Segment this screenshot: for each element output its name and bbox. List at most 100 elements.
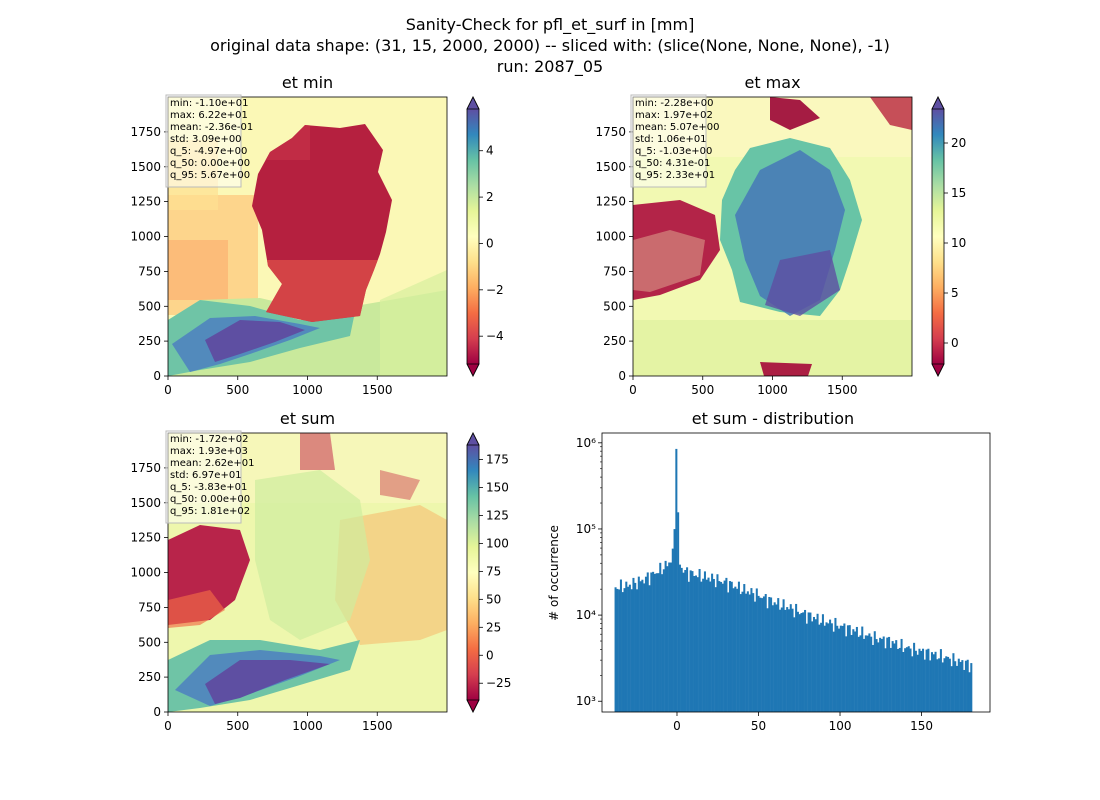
panel-title-et-sum: et sum (280, 409, 335, 428)
histogram-bar (829, 619, 832, 712)
stats-line: mean: 2.62e+01 (170, 458, 254, 469)
histogram-bar (796, 611, 799, 712)
colorbar-tick-label: −4 (486, 329, 504, 343)
histogram-bar (725, 577, 728, 712)
stats-line: q_50: 0.00e+00 (170, 158, 250, 169)
histogram-bar (802, 612, 805, 712)
histogram-bar (873, 631, 876, 712)
histogram-bar (838, 628, 841, 712)
histogram-bar (818, 624, 821, 712)
colorbar-extend-min (466, 363, 480, 377)
colorbar-tick-label: 25 (486, 620, 501, 634)
colorbar-gradient (467, 109, 479, 364)
y-tick-label: 250 (138, 334, 161, 348)
histogram-bar (805, 623, 808, 712)
histogram-bar (705, 579, 708, 712)
stats-line: q_5: -3.83e+01 (170, 482, 247, 493)
stats-line: std: 3.09e+00 (170, 134, 242, 145)
histogram-bar (773, 602, 776, 712)
histogram-bar (748, 594, 751, 712)
histogram-bar (857, 636, 860, 712)
colorbar-tick-label: 125 (486, 508, 509, 522)
histogram-bar (888, 636, 891, 712)
histogram-bar (632, 577, 635, 712)
histogram-bar (659, 562, 662, 712)
histogram-bar (711, 573, 714, 712)
histogram-bar (714, 587, 717, 712)
colorbar-tick-label: 75 (486, 564, 501, 578)
histogram-bar (907, 646, 910, 712)
histogram-bar (932, 654, 935, 712)
histogram-bar (875, 639, 878, 712)
y-tick-label: 0 (618, 369, 626, 383)
histogram-bar (644, 576, 647, 712)
stats-line: max: 6.22e+01 (170, 110, 248, 121)
histogram-bar (846, 625, 849, 712)
stats-line: q_5: -1.03e+00 (635, 146, 712, 157)
y-tick-label: 250 (603, 334, 626, 348)
colorbar-tick-label: 0 (486, 236, 494, 250)
heatmap-et-min (168, 97, 447, 376)
panel-title-et-min: et min (282, 73, 333, 92)
histogram-bar (948, 658, 951, 712)
histogram-bar (959, 661, 962, 712)
histogram-bar (945, 656, 948, 712)
histogram-bar (682, 572, 685, 712)
histogram-bar (905, 647, 908, 712)
figure-title-line-2: original data shape: (31, 15, 2000, 2000… (210, 36, 890, 55)
histogram-bar (698, 569, 701, 712)
y-tick-label: 1500 (130, 160, 161, 174)
histogram-bar (820, 622, 823, 712)
histogram-bar (709, 581, 712, 712)
histogram-bar (821, 614, 824, 712)
histogram-bar (746, 591, 749, 712)
histogram-bar (968, 672, 971, 712)
y-tick-label: 750 (138, 600, 161, 614)
panel-et-max: et max 0 500 1000 1500 0 250 500 750 10 (595, 73, 966, 397)
stats-line: q_95: 2.33e+01 (635, 170, 715, 181)
histogram-bar (771, 605, 774, 712)
histogram-bar (923, 659, 926, 712)
histogram-bar (768, 596, 771, 712)
histogram-bar (630, 589, 633, 712)
y-tick-label: 500 (138, 299, 161, 313)
histogram-bar (922, 648, 925, 712)
x-tick-label: 50 (751, 719, 766, 733)
histogram-bar (814, 619, 817, 712)
histogram-bar (669, 562, 673, 712)
y-tick-label: 1750 (130, 461, 161, 475)
colorbar-tick-label: 15 (951, 186, 966, 200)
histogram-bar (863, 638, 866, 712)
figure-title-line-3: run: 2087_05 (497, 57, 603, 77)
histogram-bar (753, 601, 757, 712)
histogram-bar (787, 609, 790, 712)
histogram-bar (737, 581, 740, 712)
y-tick-label: 10⁴ (576, 608, 596, 622)
histogram-bar (691, 571, 694, 712)
histogram-bar (782, 599, 785, 712)
histogram-bar (777, 598, 780, 712)
histogram-bar (643, 583, 646, 712)
histogram-bar (904, 648, 907, 712)
histogram-bar (652, 571, 655, 712)
histogram-bar (952, 653, 955, 712)
histogram-bar (918, 648, 921, 712)
histogram-bar (662, 569, 665, 712)
histogram-bar (861, 626, 864, 712)
histogram-bar (891, 641, 894, 712)
histogram-bar (780, 607, 783, 712)
histogram-bar (784, 609, 787, 712)
histogram-bar (970, 663, 973, 712)
histogram-bar (673, 529, 676, 712)
colorbar-tick-label: 20 (951, 136, 966, 150)
histogram-bar (934, 651, 937, 712)
histogram-bar (702, 578, 705, 712)
histogram-bar (764, 594, 767, 712)
histogram-bar (941, 662, 944, 712)
histogram-bar (745, 593, 748, 712)
histogram-bar (880, 638, 883, 712)
colorbar-gradient (932, 109, 944, 364)
panel-title-distribution: et sum - distribution (692, 409, 854, 428)
stats-line: q_50: 0.00e+00 (170, 494, 250, 505)
